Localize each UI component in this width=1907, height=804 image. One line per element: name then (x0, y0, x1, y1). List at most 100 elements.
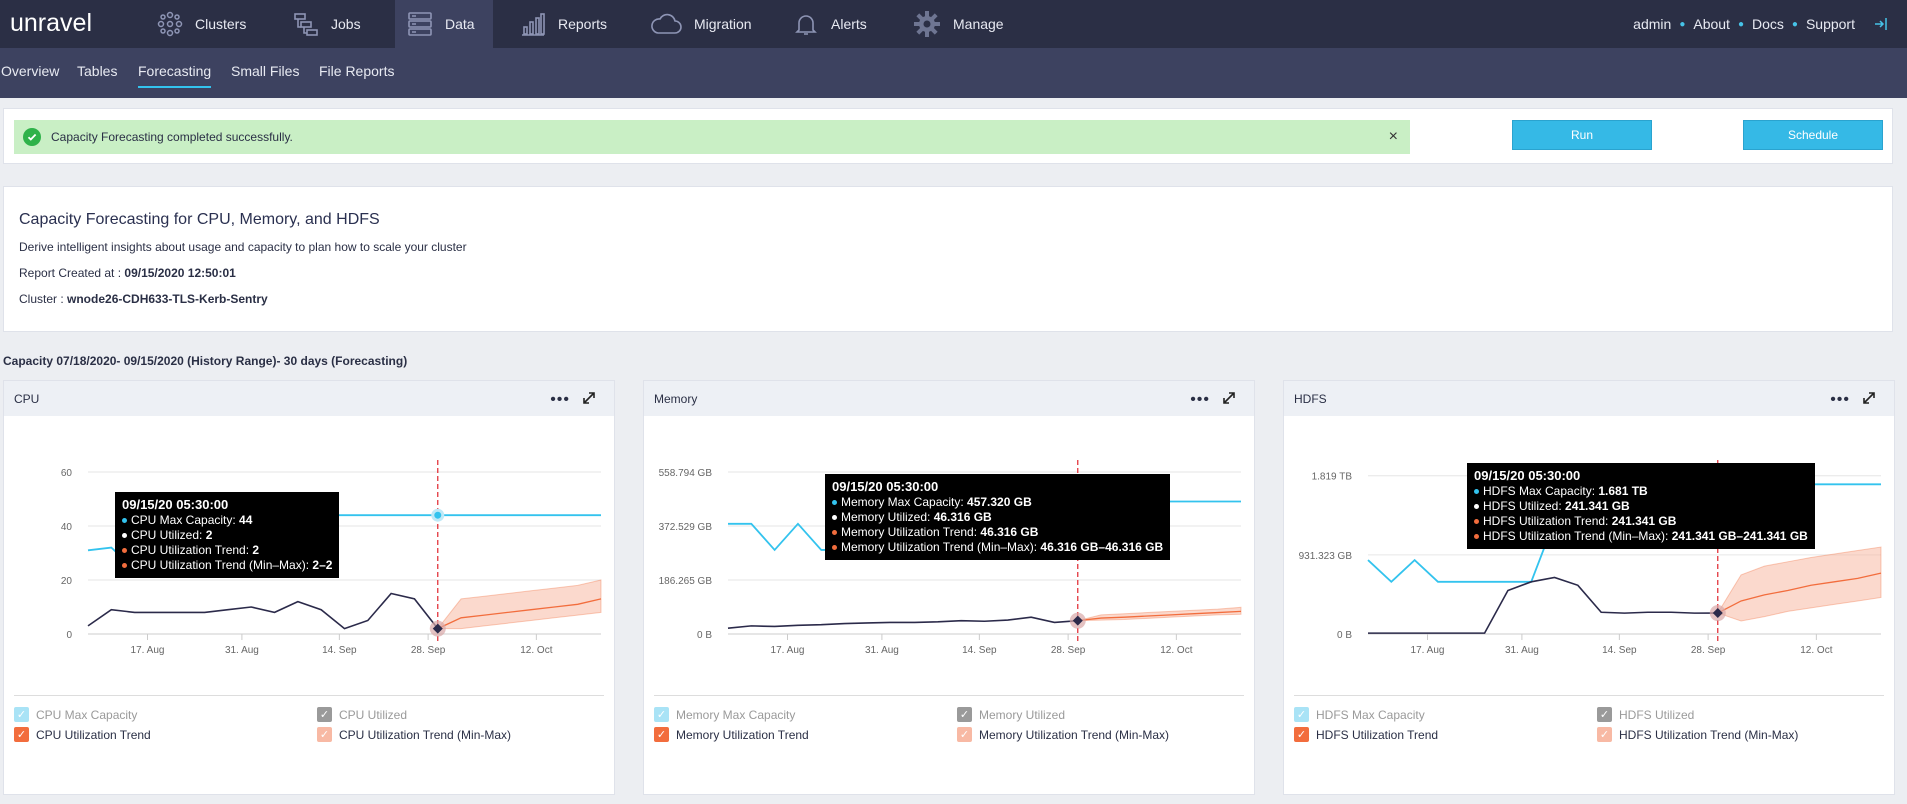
checkbox-icon[interactable]: ✓ (14, 707, 29, 722)
tab-tables[interactable]: Tables (77, 63, 118, 79)
checkbox-icon[interactable]: ✓ (14, 727, 29, 742)
trend-line (1717, 572, 1882, 614)
tab-small-files[interactable]: Small Files (231, 63, 300, 79)
nav-migration-label: Migration (694, 16, 752, 32)
expand-icon[interactable] (1862, 391, 1876, 405)
x-tick-label: 28. Sep (411, 645, 446, 656)
capacity-point (431, 508, 445, 522)
nav-data[interactable]: Data (395, 0, 493, 48)
legend-label: CPU Max Capacity (36, 707, 138, 722)
chart-tooltip: 09/15/20 05:30:00 Memory Max Capacity: 45… (825, 474, 1171, 560)
nav-jobs-label: Jobs (331, 16, 361, 32)
x-tick-label: 12. Oct (1800, 645, 1832, 656)
checkbox-icon[interactable]: ✓ (317, 707, 332, 722)
y-tick-label: 20 (61, 576, 73, 587)
series-dot-icon (1474, 519, 1479, 525)
trend-band (436, 579, 602, 630)
tooltip-label: HDFS Utilized: (1483, 499, 1566, 513)
legend-label: HDFS Max Capacity (1316, 707, 1425, 722)
tooltip-value: 1.681 TB (1598, 484, 1648, 498)
nav-alerts[interactable]: Alerts (793, 0, 867, 48)
legend-item[interactable]: ✓ Memory Utilization Trend (654, 727, 809, 742)
user-menu[interactable]: admin (1633, 16, 1672, 32)
nav-manage[interactable]: Manage (913, 0, 1004, 48)
cluster-label: Cluster : (19, 292, 68, 306)
more-icon[interactable]: ••• (550, 391, 570, 408)
cpu-chart-card: CPU ••• 0 20 40 60 17. Aug 31. Aug 14. Sep 28. … (3, 380, 615, 795)
tooltip-label: CPU Utilized: (131, 528, 206, 542)
checkbox-icon[interactable]: ✓ (957, 707, 972, 722)
tab-overview[interactable]: Overview (1, 63, 60, 79)
legend-divider (654, 695, 1244, 696)
card-title: CPU (14, 391, 40, 406)
tooltip-value: 46.316 GB–46.316 GB (1040, 540, 1164, 554)
check-icon (23, 128, 41, 146)
cloud-icon (651, 13, 682, 34)
legend-label: CPU Utilized (339, 707, 408, 722)
utilized-point (432, 623, 443, 634)
legend-item[interactable]: ✓ Memory Max Capacity (654, 707, 795, 722)
legend-item[interactable]: ✓ Memory Utilization Trend (Min-Max) (957, 727, 1169, 742)
close-icon[interactable]: × (1388, 128, 1398, 145)
legend-item[interactable]: ✓ HDFS Utilization Trend (1294, 727, 1438, 742)
logout-icon[interactable] (1873, 16, 1889, 32)
card-header: HDFS ••• (1284, 381, 1894, 416)
legend-item[interactable]: ✓ CPU Max Capacity (14, 707, 137, 722)
legend-divider (1294, 695, 1884, 696)
data-icon (408, 12, 432, 36)
tooltip-label: CPU Max Capacity: (131, 513, 240, 527)
tooltip-label: Memory Utilized: (841, 510, 934, 524)
checkbox-icon[interactable]: ✓ (1294, 727, 1309, 742)
tooltip-row: Memory Utilization Trend: 46.316 GB (832, 525, 1163, 540)
sub-nav: Overview Tables Forecasting Small Files … (0, 48, 1907, 98)
report-info-panel (3, 186, 1893, 332)
expand-icon[interactable] (582, 391, 596, 405)
legend-item[interactable]: ✓ CPU Utilization Trend (Min-Max) (317, 727, 511, 742)
checkbox-icon[interactable]: ✓ (1597, 707, 1612, 722)
card-title: Memory (654, 391, 698, 406)
legend-item[interactable]: ✓ CPU Utilized (317, 707, 407, 722)
logo-text: unravel (10, 9, 92, 37)
more-icon[interactable]: ••• (1830, 391, 1850, 408)
x-tick-label: 14. Sep (322, 645, 357, 656)
cpu-chart: 0 20 40 60 17. Aug 31. Aug 14. Sep 28. Sep 12. O… (61, 460, 602, 656)
legend-item[interactable]: ✓ HDFS Max Capacity (1294, 707, 1425, 722)
tooltip-label: CPU Utilization Trend: (131, 543, 253, 557)
tooltip-row: HDFS Utilization Trend (Min–Max): 241.34… (1474, 529, 1808, 544)
run-button[interactable]: Run (1512, 120, 1652, 150)
checkbox-icon[interactable]: ✓ (317, 727, 332, 742)
checkbox-icon[interactable]: ✓ (957, 727, 972, 742)
legend-item[interactable]: ✓ HDFS Utilization Trend (Min-Max) (1597, 727, 1798, 742)
nav-migration[interactable]: Migration (650, 0, 752, 48)
docs-link[interactable]: Docs (1752, 16, 1784, 32)
checkbox-icon[interactable]: ✓ (654, 727, 669, 742)
nav-reports[interactable]: Reports (520, 0, 607, 48)
legend-label: Memory Max Capacity (676, 707, 796, 722)
support-link[interactable]: Support (1805, 16, 1855, 32)
cluster-info: Cluster : wnode26-CDH633-TLS-Kerb-Sentry (19, 292, 268, 306)
nav-clusters[interactable]: Clusters (157, 0, 246, 48)
tooltip-value: 2 (205, 528, 213, 542)
tooltip-row: HDFS Utilization Trend: 241.341 GB (1474, 514, 1808, 529)
schedule-button[interactable]: Schedule (1743, 120, 1883, 150)
checkbox-icon[interactable]: ✓ (1597, 727, 1612, 742)
legend-item[interactable]: ✓ CPU Utilization Trend (14, 727, 151, 742)
unravel-logo[interactable]: unravel (8, 8, 118, 38)
legend-item[interactable]: ✓ Memory Utilized (957, 707, 1065, 722)
legend-item[interactable]: ✓ HDFS Utilized (1597, 707, 1694, 722)
x-tick-label: 12. Oct (1160, 645, 1192, 656)
tooltip-value: 241.341 GB–241.341 GB (1671, 529, 1808, 543)
x-tick-label: 12. Oct (520, 645, 552, 656)
more-icon[interactable]: ••• (1190, 391, 1210, 408)
trend-line (437, 598, 602, 630)
tab-file-reports[interactable]: File Reports (319, 63, 395, 79)
tooltip-row: CPU Utilized: 2 (122, 528, 332, 543)
checkbox-icon[interactable]: ✓ (654, 707, 669, 722)
tab-forecasting[interactable]: Forecasting (138, 48, 212, 88)
checkbox-icon[interactable]: ✓ (1294, 707, 1309, 722)
about-link[interactable]: About (1693, 16, 1730, 32)
expand-icon[interactable] (1222, 391, 1236, 405)
nav-jobs[interactable]: Jobs (293, 0, 361, 48)
nav-manage-label: Manage (953, 16, 1004, 32)
tooltip-row: CPU Utilization Trend: 2 (122, 543, 332, 558)
